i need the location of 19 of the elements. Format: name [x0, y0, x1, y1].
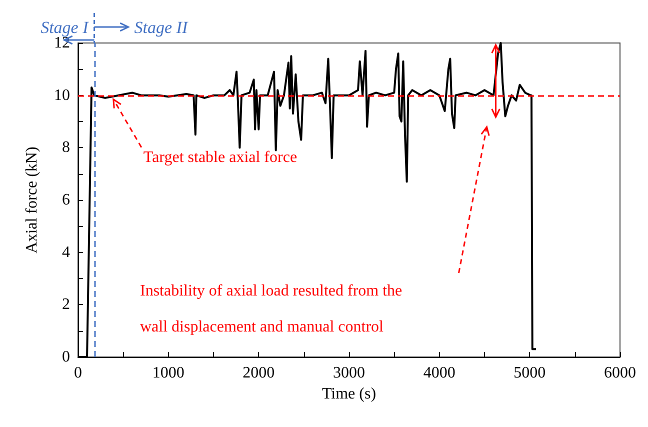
text: Stage I [40, 18, 90, 37]
text: Stage II [134, 18, 189, 37]
x-tick-label: 5000 [514, 364, 546, 382]
y-tick-label: 8 [62, 139, 70, 156]
x-axis-title: Time (s) [322, 385, 376, 402]
x-tick-label: 6000 [604, 364, 636, 382]
y-tick-label: 0 [62, 348, 70, 366]
y-tick-label: 4 [62, 244, 70, 261]
x-tick-label: 4000 [423, 364, 456, 382]
annotation: Target stable axial force [143, 148, 298, 166]
y-tick-label: 6 [62, 192, 70, 208]
x-tick-label: 2000 [242, 364, 275, 382]
y-tick-label: 2 [62, 296, 70, 314]
annotation: Instability of axial load resulted from the wall displacement and manual control [140, 282, 406, 336]
x-tick-label: 1000 [152, 364, 184, 382]
y-axis-title: Axial force (kN) [24, 146, 40, 254]
x-tick-label: 3000 [333, 364, 365, 382]
x-tick-label: 0 [74, 364, 82, 382]
y-tick-label: 10 [54, 86, 70, 104]
